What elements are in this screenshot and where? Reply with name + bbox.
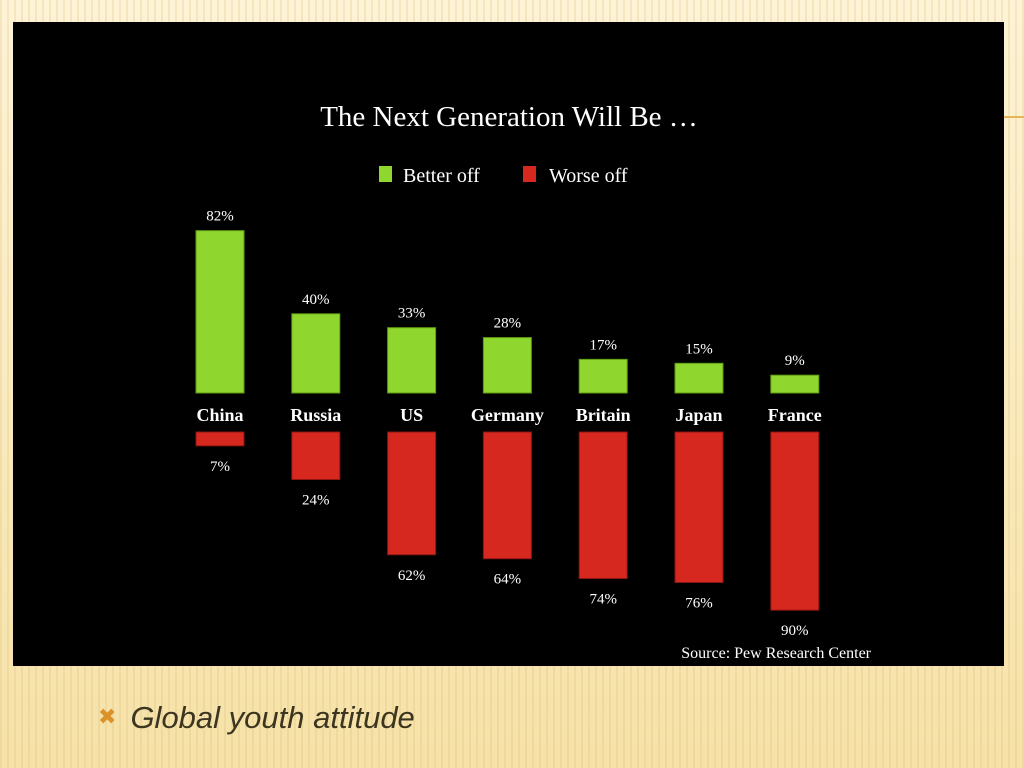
data-label-worse-off-china: 7%: [210, 459, 230, 475]
legend-label-better-off: Better off: [403, 165, 480, 187]
legend-swatch-better-off: [379, 166, 392, 182]
data-label-worse-off-britain: 74%: [589, 592, 617, 608]
data-label-better-off-france: 9%: [785, 353, 805, 369]
bar-worse-off-france: [770, 431, 820, 611]
bar-worse-off-russia: [291, 431, 341, 481]
bar-worse-off-germany: [482, 431, 532, 560]
bar-better-off-france: [770, 374, 820, 394]
decorative-accent-line: [1004, 116, 1024, 118]
category-label-us: US: [400, 405, 423, 425]
bar-better-off-china: [195, 230, 245, 394]
bar-better-off-germany: [482, 337, 532, 394]
data-label-better-off-britain: 17%: [589, 337, 617, 353]
source-note: Source: Pew Research Center: [681, 645, 871, 662]
data-label-worse-off-france: 90%: [781, 623, 809, 639]
data-label-better-off-us: 33%: [398, 306, 426, 322]
bar-better-off-britain: [578, 358, 628, 394]
chart-title: The Next Generation Will Be …: [320, 101, 698, 133]
category-label-france: France: [768, 405, 822, 425]
bars-group: 82% China 7% 40% Russia 24% 33% US 62% 28% Germany…: [195, 209, 822, 639]
data-label-worse-off-us: 62%: [398, 568, 426, 584]
bullet-item: ✖ Global youth attitude: [98, 698, 415, 738]
bar-worse-off-us: [387, 431, 437, 556]
bullet-text: Global youth attitude: [130, 700, 415, 735]
data-label-better-off-germany: 28%: [494, 316, 522, 332]
data-label-better-off-china: 82%: [206, 209, 234, 225]
data-label-worse-off-russia: 24%: [302, 493, 330, 509]
bar-better-off-russia: [291, 313, 341, 394]
category-label-japan: Japan: [675, 405, 722, 425]
category-label-germany: Germany: [471, 405, 544, 425]
data-label-worse-off-japan: 76%: [685, 595, 713, 611]
bar-chart: The Next Generation Will Be … Better off…: [195, 101, 872, 662]
bar-worse-off-britain: [578, 431, 628, 580]
bar-worse-off-china: [195, 431, 245, 447]
data-label-worse-off-germany: 64%: [494, 572, 522, 588]
bar-better-off-japan: [674, 362, 724, 394]
bar-worse-off-japan: [674, 431, 724, 583]
data-label-better-off-russia: 40%: [302, 292, 330, 308]
chart-panel: The Next Generation Will Be … Better off…: [13, 22, 1004, 666]
category-label-russia: Russia: [290, 405, 341, 425]
legend-label-worse-off: Worse off: [549, 165, 628, 187]
category-label-britain: Britain: [576, 405, 631, 425]
bar-better-off-us: [387, 327, 437, 394]
category-label-china: China: [196, 405, 243, 425]
data-label-better-off-japan: 15%: [685, 341, 713, 357]
legend-swatch-worse-off: [523, 166, 536, 182]
x-mark-bullet-icon: ✖: [98, 705, 117, 730]
